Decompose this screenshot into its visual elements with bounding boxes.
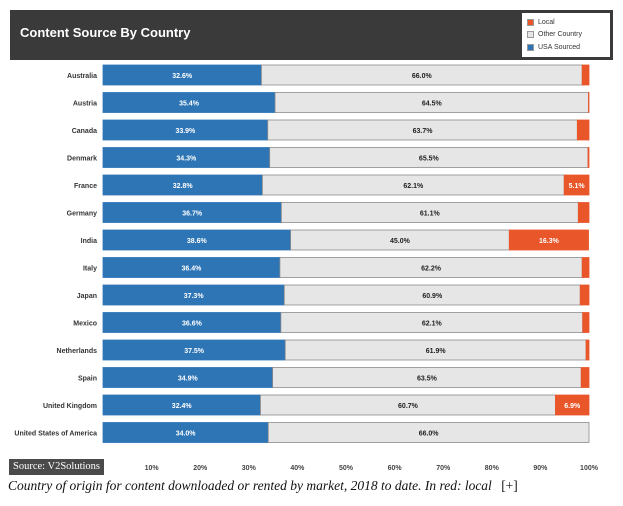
bar-local-france bbox=[563, 174, 590, 196]
data-label-usa-sourced-netherlands: 37.5% bbox=[184, 348, 205, 355]
data-label-usa-sourced-australia: 32.6% bbox=[172, 73, 193, 80]
data-label-usa-sourced-germany: 36.7% bbox=[182, 211, 203, 218]
x-tick-label-90: 90% bbox=[533, 465, 548, 472]
data-label-other-country-italy: 62.2% bbox=[421, 266, 442, 273]
data-label-other-country-austria: 64.5% bbox=[422, 101, 443, 108]
category-label-india: India bbox=[81, 238, 97, 245]
x-tick-label-50: 50% bbox=[339, 465, 354, 472]
data-label-other-country-spain: 63.5% bbox=[417, 376, 438, 383]
bar-other-country-united-states-of-america bbox=[267, 422, 590, 443]
chart-header: Content Source By Country Local Other Co… bbox=[10, 10, 613, 60]
bar-local-netherlands bbox=[585, 339, 590, 361]
data-label-other-country-mexico: 62.1% bbox=[422, 321, 443, 328]
caption-text: Country of origin for content downloaded… bbox=[8, 478, 492, 493]
x-tick-label-30: 30% bbox=[242, 465, 257, 472]
data-label-other-country-united-states-of-america: 66.0% bbox=[419, 431, 440, 438]
data-label-usa-sourced-france: 32.8% bbox=[173, 183, 194, 190]
category-label-denmark: Denmark bbox=[67, 156, 97, 163]
legend-swatch-usa-sourced bbox=[527, 43, 534, 51]
legend-label-local: Local bbox=[538, 18, 555, 26]
bar-local-united-kingdom bbox=[555, 394, 590, 416]
x-tick-label-20: 20% bbox=[193, 465, 208, 472]
data-label-other-country-canada: 63.7% bbox=[413, 128, 434, 135]
chart-title: Content Source By Country bbox=[20, 25, 191, 40]
data-label-other-country-india: 45.0% bbox=[390, 238, 411, 245]
data-label-usa-sourced-united-states-of-america: 34.0% bbox=[176, 431, 197, 438]
bar-local-india bbox=[508, 229, 589, 251]
category-label-united-states-of-america: United States of America bbox=[14, 431, 97, 438]
data-label-local-united-kingdom: 6.9% bbox=[564, 403, 581, 410]
category-label-austria: Austria bbox=[73, 101, 97, 108]
x-tick-label-10: 10% bbox=[145, 465, 160, 472]
data-label-usa-sourced-mexico: 36.6% bbox=[182, 321, 203, 328]
x-tick-label-40: 40% bbox=[290, 465, 305, 472]
bar-local-germany bbox=[577, 202, 590, 223]
data-label-usa-sourced-united-kingdom: 32.4% bbox=[172, 403, 193, 410]
bar-local-mexico bbox=[582, 312, 590, 333]
category-label-japan: Japan bbox=[77, 293, 97, 300]
chart-legend: Local Other Country USA Sourced bbox=[522, 13, 610, 57]
category-label-france: France bbox=[74, 183, 97, 190]
data-label-other-country-united-kingdom: 60.7% bbox=[398, 403, 419, 410]
data-label-local-france: 5.1% bbox=[569, 183, 586, 190]
data-label-usa-sourced-spain: 34.9% bbox=[178, 376, 199, 383]
legend-item-other-country: Other Country bbox=[527, 29, 605, 42]
data-label-other-country-japan: 60.9% bbox=[422, 293, 443, 300]
legend-item-usa-sourced: USA Sourced bbox=[527, 41, 605, 54]
expand-link[interactable]: [+] bbox=[501, 478, 518, 493]
legend-label-usa-sourced: USA Sourced bbox=[538, 43, 581, 51]
data-label-other-country-france: 62.1% bbox=[403, 183, 424, 190]
figure-caption: Country of origin for content downloaded… bbox=[8, 478, 618, 494]
data-label-other-country-australia: 66.0% bbox=[412, 73, 433, 80]
data-label-other-country-denmark: 65.5% bbox=[419, 156, 440, 163]
legend-swatch-local bbox=[527, 18, 534, 26]
category-label-canada: Canada bbox=[72, 128, 97, 135]
bar-local-japan bbox=[579, 284, 590, 306]
data-label-usa-sourced-canada: 33.9% bbox=[175, 128, 196, 135]
data-label-usa-sourced-india: 38.6% bbox=[187, 238, 208, 245]
x-tick-label-100: 100% bbox=[580, 465, 599, 472]
data-label-usa-sourced-denmark: 34.3% bbox=[176, 156, 197, 163]
x-tick-label-80: 80% bbox=[485, 465, 500, 472]
category-label-australia: Australia bbox=[67, 73, 97, 80]
legend-item-local: Local bbox=[527, 16, 605, 29]
x-tick-label-60: 60% bbox=[388, 465, 403, 472]
legend-swatch-other-country bbox=[527, 31, 534, 39]
data-label-usa-sourced-austria: 35.4% bbox=[179, 101, 200, 108]
category-label-united-kingdom: United Kingdom bbox=[43, 403, 97, 410]
category-label-netherlands: Netherlands bbox=[57, 348, 98, 355]
data-label-other-country-netherlands: 61.9% bbox=[426, 348, 447, 355]
data-label-usa-sourced-italy: 36.4% bbox=[182, 266, 203, 273]
bar-local-canada bbox=[576, 119, 590, 141]
bar-local-denmark bbox=[587, 147, 590, 168]
legend-label-other-country: Other Country bbox=[538, 31, 582, 39]
category-label-spain: Spain bbox=[78, 376, 97, 383]
bar-local-spain bbox=[580, 367, 590, 388]
data-label-other-country-germany: 61.1% bbox=[420, 211, 441, 218]
category-label-germany: Germany bbox=[67, 211, 97, 218]
x-tick-label-70: 70% bbox=[436, 465, 451, 472]
source-label: Source: V2Solutions bbox=[9, 459, 105, 475]
category-label-mexico: Mexico bbox=[73, 321, 97, 328]
bar-local-italy bbox=[581, 257, 590, 278]
data-label-local-india: 16.3% bbox=[539, 238, 560, 245]
data-label-usa-sourced-japan: 37.3% bbox=[184, 293, 205, 300]
bar-local-australia bbox=[581, 64, 590, 86]
category-label-italy: Italy bbox=[83, 266, 97, 273]
